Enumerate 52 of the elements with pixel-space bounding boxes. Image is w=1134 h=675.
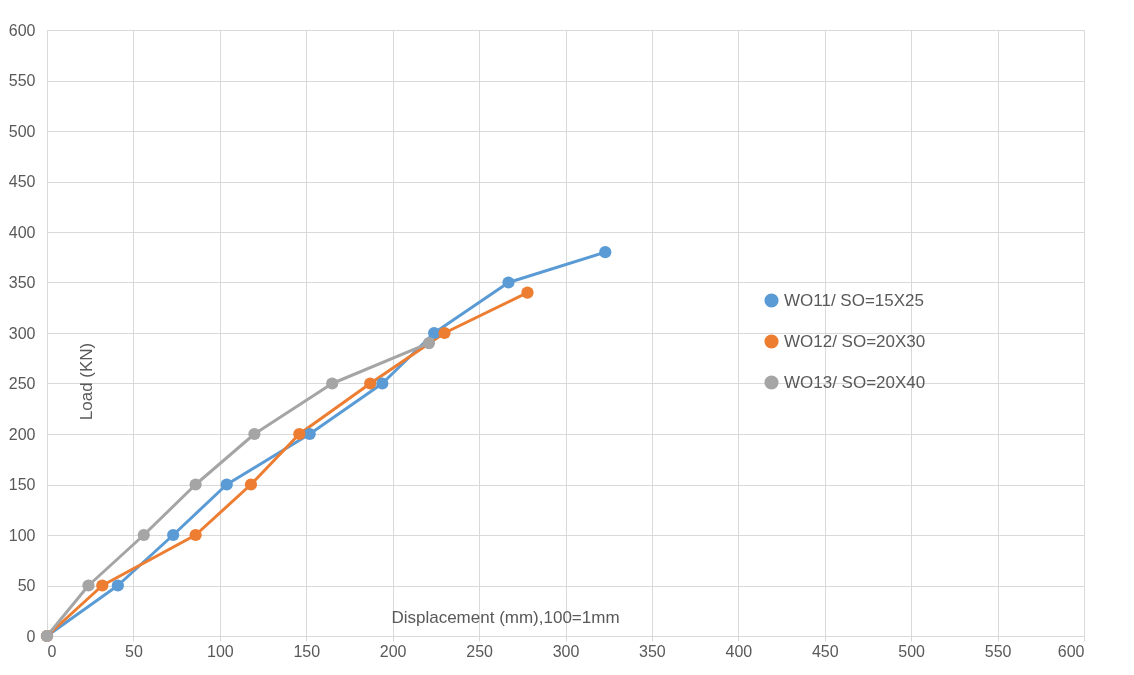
y-tick-label: 150 [8, 476, 36, 493]
x-tick-label: 250 [466, 642, 494, 660]
point [96, 579, 109, 592]
legend-label: WO13/ SO=20X40 [784, 372, 926, 392]
x-tick-label: 50 [125, 642, 143, 660]
y-tick-label: 550 [8, 72, 36, 89]
y-tick-label: 50 [17, 577, 36, 594]
point [244, 478, 258, 491]
x-tick-label: 300 [552, 642, 580, 660]
point [376, 377, 389, 390]
point [248, 427, 261, 441]
y-tick-label: 350 [8, 274, 36, 291]
x-tick-label: 400 [725, 642, 753, 660]
x-tick-label: 600 [1057, 642, 1085, 660]
point [220, 478, 233, 491]
point [364, 377, 377, 390]
point [293, 427, 306, 441]
legend-label: WO12/ SO=20X30 [784, 331, 926, 351]
x-axis-title: Displacement (mm),100=1mm [391, 607, 620, 627]
point [438, 326, 451, 340]
x-tick-label: 550 [984, 642, 1012, 660]
x-tick-label: 450 [811, 642, 839, 660]
x-tick-label: 0 [47, 642, 57, 660]
x-tick-label: 100 [206, 642, 234, 660]
x-tick-label: 150 [293, 642, 321, 660]
y-tick-label: 600 [8, 21, 36, 39]
point [303, 427, 316, 441]
y-tick-label: 300 [8, 324, 36, 342]
y-tick-label: 250 [8, 375, 36, 392]
point [326, 377, 339, 390]
point [189, 478, 202, 491]
point [111, 579, 124, 592]
y-tick-label: 450 [8, 173, 36, 190]
point [502, 276, 515, 289]
x-tick-label: 500 [898, 642, 926, 660]
point [521, 286, 534, 299]
y-tick-label: 400 [8, 223, 36, 241]
point [189, 528, 202, 542]
point [82, 579, 95, 592]
x-tick-label: 350 [639, 642, 666, 660]
y-tick-label: 200 [8, 425, 36, 443]
legend-label: WO11/ SO=15X25 [784, 290, 925, 310]
x-tick-label: 200 [379, 642, 407, 660]
y-tick-label: 500 [8, 122, 36, 140]
y-tick-label: 0 [26, 627, 36, 645]
point [167, 528, 180, 542]
y-tick-label: 100 [8, 526, 36, 544]
point [428, 326, 441, 340]
point [599, 246, 612, 259]
point [422, 336, 436, 350]
point [137, 528, 150, 542]
y-axis-title: Load (KN) [76, 342, 96, 421]
